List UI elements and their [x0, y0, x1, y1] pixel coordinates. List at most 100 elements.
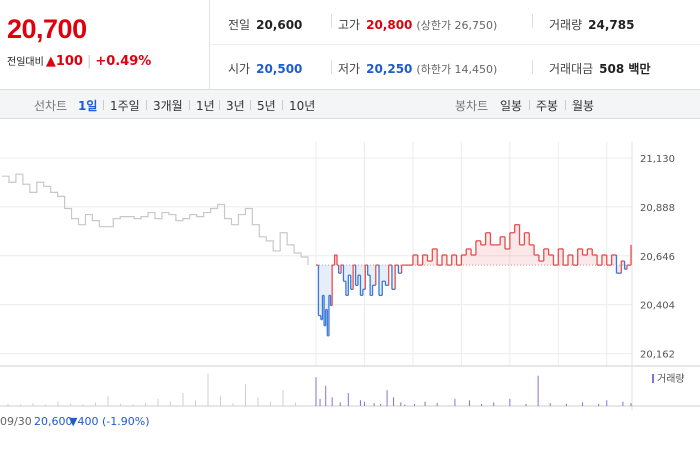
today-fill-segment — [422, 254, 428, 266]
quote-header: 20,700 전일대비 ▲100 | +0.49% 전일 20,600 고가 20,800… — [0, 0, 700, 90]
tab-3years[interactable]: 3년 — [226, 99, 245, 113]
today-fill-segment — [343, 265, 346, 282]
today-fill-segment — [320, 265, 323, 320]
y-axis: 21,130 20,888 20,646 20,404 20,162 — [640, 154, 675, 361]
tab-divider — [250, 100, 251, 110]
today-fill-segment — [621, 261, 625, 266]
header-separator — [210, 44, 700, 45]
change-label: 전일대비 — [7, 57, 44, 68]
divider — [532, 60, 533, 74]
stat-amount: 거래대금 508 백만 — [549, 60, 650, 77]
today-fill-segment — [385, 265, 389, 286]
stat-volume: 거래량 24,785 — [549, 16, 634, 33]
today-fill-segment — [587, 248, 593, 266]
stat-high: 고가 20,800 (상한가 26,750) — [338, 16, 497, 33]
today-fill-segment — [360, 265, 363, 296]
change-value: 100 — [55, 54, 83, 69]
stat-value: 24,785 — [588, 18, 635, 32]
today-fill-segment — [568, 254, 573, 266]
today-fill-segment — [524, 232, 530, 266]
today-fill-segment — [427, 261, 433, 266]
change-row: 전일대비 ▲100 | +0.49% — [7, 53, 151, 69]
tab-divider — [146, 100, 147, 110]
today-fill-segment — [485, 232, 491, 266]
today-fill-segment — [505, 248, 510, 266]
today-fill-segment — [500, 236, 505, 266]
tab-1week[interactable]: 1주일 — [110, 99, 140, 113]
current-price: 20,700 — [7, 14, 87, 44]
today-fill-segment — [471, 254, 476, 266]
tab-weekly-candle[interactable]: 주봉 — [536, 99, 559, 113]
tab-divider — [219, 100, 220, 110]
today-line — [316, 224, 632, 337]
today-fill-segment — [601, 254, 607, 266]
volume-legend-swatch — [652, 374, 654, 383]
volume-bars — [7, 373, 632, 406]
tab-10years[interactable]: 10년 — [289, 99, 316, 113]
divider — [532, 14, 533, 28]
tab-1day[interactable]: 1일 — [78, 99, 98, 113]
prev-date: 09/30 — [0, 415, 32, 428]
tab-3months[interactable]: 3개월 — [153, 99, 183, 113]
today-fill-segment — [432, 248, 438, 266]
up-arrow-icon: ▲ — [45, 54, 56, 69]
today-fill-segment — [592, 254, 598, 266]
stat-value: 20,800 — [366, 18, 413, 32]
today-fill-segment — [519, 244, 525, 266]
prev-close: 20,600 — [34, 415, 73, 428]
today-fill-segment — [534, 254, 539, 266]
tab-5years[interactable]: 5년 — [257, 99, 276, 113]
today-area — [318, 224, 627, 336]
today-fill-segment — [372, 265, 376, 286]
y-tick-label: 20,162 — [640, 350, 675, 361]
y-tick-label: 20,646 — [640, 252, 675, 263]
tab-daily-candle[interactable]: 일봉 — [500, 99, 523, 113]
today-fill-segment — [582, 254, 588, 266]
upper-limit: (상한가 26,750) — [416, 19, 498, 32]
stat-label: 거래대금 — [549, 62, 594, 76]
today-fill-segment — [461, 254, 467, 266]
volume-legend: 거래량 — [652, 373, 685, 385]
today-fill-segment — [350, 265, 354, 290]
today-fill-segment — [318, 265, 321, 316]
tab-divider — [189, 100, 190, 110]
volume-legend-label: 거래량 — [657, 373, 685, 385]
stat-low: 저가 20,250 (하한가 14,450) — [338, 60, 497, 77]
divider — [331, 60, 332, 74]
tab-monthly-candle[interactable]: 월봉 — [572, 99, 595, 113]
y-tick-label: 20,888 — [640, 203, 675, 214]
prev-day-summary: 09/30 20,600 ▼400 (-1.90%) — [0, 410, 700, 450]
stat-label: 시가 — [228, 62, 251, 76]
prev-day-line — [2, 173, 309, 266]
today-fill-segment — [370, 265, 373, 296]
today-fill-segment — [362, 265, 366, 290]
today-fill-segment — [412, 254, 418, 266]
lower-limit: (하한가 14,450) — [416, 63, 498, 76]
tab-1year[interactable]: 1년 — [196, 99, 215, 113]
today-fill-segment — [529, 244, 535, 266]
today-fill-segment — [379, 265, 383, 296]
today-fill-segment — [338, 265, 342, 274]
stat-value: 20,250 — [366, 62, 413, 76]
tab-divider — [529, 100, 530, 110]
today-fill-segment — [398, 265, 402, 274]
today-fill-segment — [495, 244, 501, 266]
today-fill-segment — [611, 254, 617, 266]
stat-prev-close: 전일 20,600 — [228, 16, 302, 33]
stat-label: 저가 — [338, 62, 361, 76]
stat-label: 전일 — [228, 18, 251, 32]
today-fill-segment — [558, 248, 564, 266]
today-fill-segment — [324, 265, 326, 326]
change-divider: | — [86, 54, 92, 69]
today-fill-segment — [538, 261, 544, 266]
today-fill-segment — [367, 265, 371, 276]
stat-value: 20,600 — [256, 18, 303, 32]
candle-chart-heading: 봉차트 — [455, 99, 489, 113]
y-tick-label: 21,130 — [640, 154, 675, 165]
today-fill-segment — [548, 254, 554, 266]
today-fill-segment — [624, 265, 627, 270]
grid — [0, 142, 700, 410]
tab-divider — [103, 100, 104, 110]
today-fill-segment — [480, 244, 486, 266]
price-box: 20,700 전일대비 ▲100 | +0.49% — [0, 0, 210, 90]
